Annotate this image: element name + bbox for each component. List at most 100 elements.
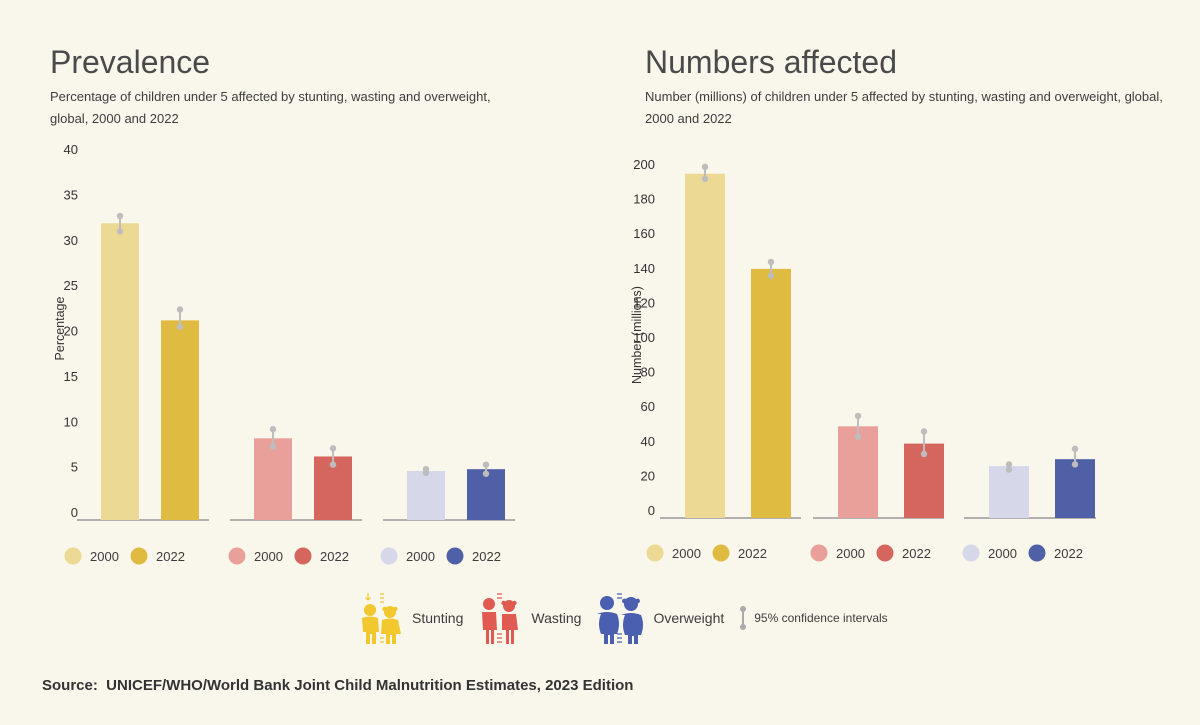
legend-label-confidence-intervals: 95% confidence intervals bbox=[754, 611, 888, 625]
confidence-interval-lower bbox=[116, 228, 124, 235]
legend-swatch bbox=[962, 544, 980, 562]
confidence-interval-upper bbox=[116, 212, 124, 220]
legend-swatch bbox=[712, 544, 730, 562]
confidence-interval-upper bbox=[701, 163, 709, 171]
y-tick-label: 0 bbox=[71, 505, 78, 520]
y-tick-label: 15 bbox=[64, 369, 78, 384]
legend-swatch bbox=[228, 547, 246, 565]
y-tick-label: 30 bbox=[64, 233, 78, 248]
legend-overweight: 2000 2022 bbox=[380, 547, 501, 565]
bar-stunting-2000 bbox=[685, 173, 725, 519]
legend-swatch bbox=[646, 544, 664, 562]
chart-title: Prevalence bbox=[50, 44, 211, 80]
legend-label: 2022 bbox=[1054, 546, 1083, 561]
confidence-interval-upper bbox=[1071, 445, 1079, 452]
bar-group-overweight bbox=[964, 445, 1096, 519]
legend-overweight: 2000 2022 bbox=[962, 544, 1083, 562]
confidence-interval-lower bbox=[482, 470, 490, 477]
legend-item-stunting: Stunting bbox=[358, 590, 463, 646]
y-tick-label: 0 bbox=[648, 503, 655, 518]
confidence-interval-lower bbox=[422, 469, 430, 477]
y-axis-ticks: 0 20 40 60 80 100 120 140 160 180 200 bbox=[633, 157, 655, 518]
y-tick-label: 100 bbox=[633, 330, 655, 345]
legend-label-wasting: Wasting bbox=[531, 610, 582, 626]
bar-overweight-2000 bbox=[407, 470, 445, 520]
bar-overweight-2022 bbox=[467, 469, 505, 520]
y-axis-title: Percentage bbox=[53, 296, 67, 360]
legend-label: 2022 bbox=[472, 549, 501, 564]
legend-swatch bbox=[380, 547, 398, 565]
confidence-interval-lower bbox=[767, 272, 775, 279]
chart-subtitle: Number (millions) of children under 5 af… bbox=[645, 89, 1163, 126]
confidence-interval-lower bbox=[329, 461, 337, 468]
bar-group-wasting bbox=[230, 426, 362, 521]
bar-group-overweight bbox=[383, 461, 515, 521]
y-tick-label: 20 bbox=[641, 468, 655, 483]
legend-label: 2000 bbox=[836, 546, 865, 561]
confidence-interval-upper bbox=[329, 445, 337, 452]
confidence-interval-lower bbox=[1005, 466, 1013, 473]
legend-swatch bbox=[876, 544, 894, 562]
confidence-interval-upper bbox=[1005, 461, 1013, 468]
legend-stunting: 2000 2022 bbox=[646, 544, 767, 562]
y-tick-label: 60 bbox=[641, 399, 655, 414]
legend-swatch bbox=[446, 547, 464, 565]
y-tick-label: 35 bbox=[64, 187, 78, 202]
confidence-interval-upper bbox=[920, 428, 928, 435]
children-wasting-icon bbox=[482, 593, 519, 644]
confidence-interval-upper bbox=[767, 258, 775, 266]
y-tick-label: 40 bbox=[64, 142, 78, 157]
chart-title: Numbers affected bbox=[645, 44, 897, 80]
y-tick-label: 180 bbox=[633, 192, 655, 207]
bar-group-wasting bbox=[813, 412, 944, 519]
legend-label: 2022 bbox=[320, 549, 349, 564]
legend-wasting: 2000 2022 bbox=[810, 544, 931, 562]
y-tick-label: 140 bbox=[633, 261, 655, 276]
bar-stunting-2000 bbox=[101, 223, 139, 520]
legend-item-overweight: Overweight bbox=[595, 590, 724, 646]
children-overweight-icon bbox=[597, 593, 644, 644]
y-axis-title: Number (millions) bbox=[630, 286, 644, 384]
confidence-interval-lower bbox=[269, 443, 277, 450]
y-tick-label: 5 bbox=[71, 460, 78, 475]
legend-label-stunting: Stunting bbox=[412, 610, 464, 626]
y-tick-label: 40 bbox=[641, 434, 655, 449]
legend-item-wasting: Wasting bbox=[477, 590, 581, 646]
legend-label: 2022 bbox=[738, 546, 767, 561]
legend-label: 2000 bbox=[988, 546, 1017, 561]
legend-stunting: 2000 2022 bbox=[64, 547, 185, 565]
confidence-interval-lower bbox=[176, 323, 184, 330]
legend-label: 2000 bbox=[672, 546, 701, 561]
confidence-interval-upper bbox=[854, 412, 862, 420]
y-tick-label: 10 bbox=[64, 414, 78, 429]
legend-swatch bbox=[1028, 544, 1046, 562]
bar-overweight-2022 bbox=[1055, 459, 1095, 518]
children-stunting-icon bbox=[362, 593, 401, 644]
bar-wasting-2000 bbox=[838, 426, 878, 518]
legend-swatch bbox=[130, 547, 148, 565]
legend-label: 2000 bbox=[90, 549, 119, 564]
confidence-interval-upper bbox=[176, 306, 184, 313]
legend-label: 2022 bbox=[902, 546, 931, 561]
confidence-interval-icon bbox=[740, 606, 747, 630]
legend-swatch bbox=[294, 547, 312, 565]
y-tick-label: 80 bbox=[641, 365, 655, 380]
legend-label-overweight: Overweight bbox=[653, 610, 725, 626]
y-tick-label: 120 bbox=[633, 295, 655, 310]
source-note: Source: UNICEF/WHO/World Bank Joint Chil… bbox=[42, 677, 634, 694]
legend-swatch bbox=[64, 547, 82, 565]
bar-group-stunting bbox=[660, 163, 801, 519]
y-tick-label: 200 bbox=[633, 157, 655, 172]
bar-group-stunting bbox=[77, 212, 209, 521]
legend-swatch bbox=[810, 544, 828, 562]
y-tick-label: 160 bbox=[633, 226, 655, 241]
legend-label: 2000 bbox=[406, 549, 435, 564]
legend-wasting: 2000 2022 bbox=[228, 547, 349, 565]
y-tick-label: 25 bbox=[64, 278, 78, 293]
confidence-interval-lower bbox=[854, 433, 862, 440]
confidence-interval-upper bbox=[482, 461, 490, 468]
confidence-interval-lower bbox=[920, 450, 928, 458]
bar-overweight-2000 bbox=[989, 466, 1029, 518]
confidence-interval-lower bbox=[701, 175, 709, 183]
